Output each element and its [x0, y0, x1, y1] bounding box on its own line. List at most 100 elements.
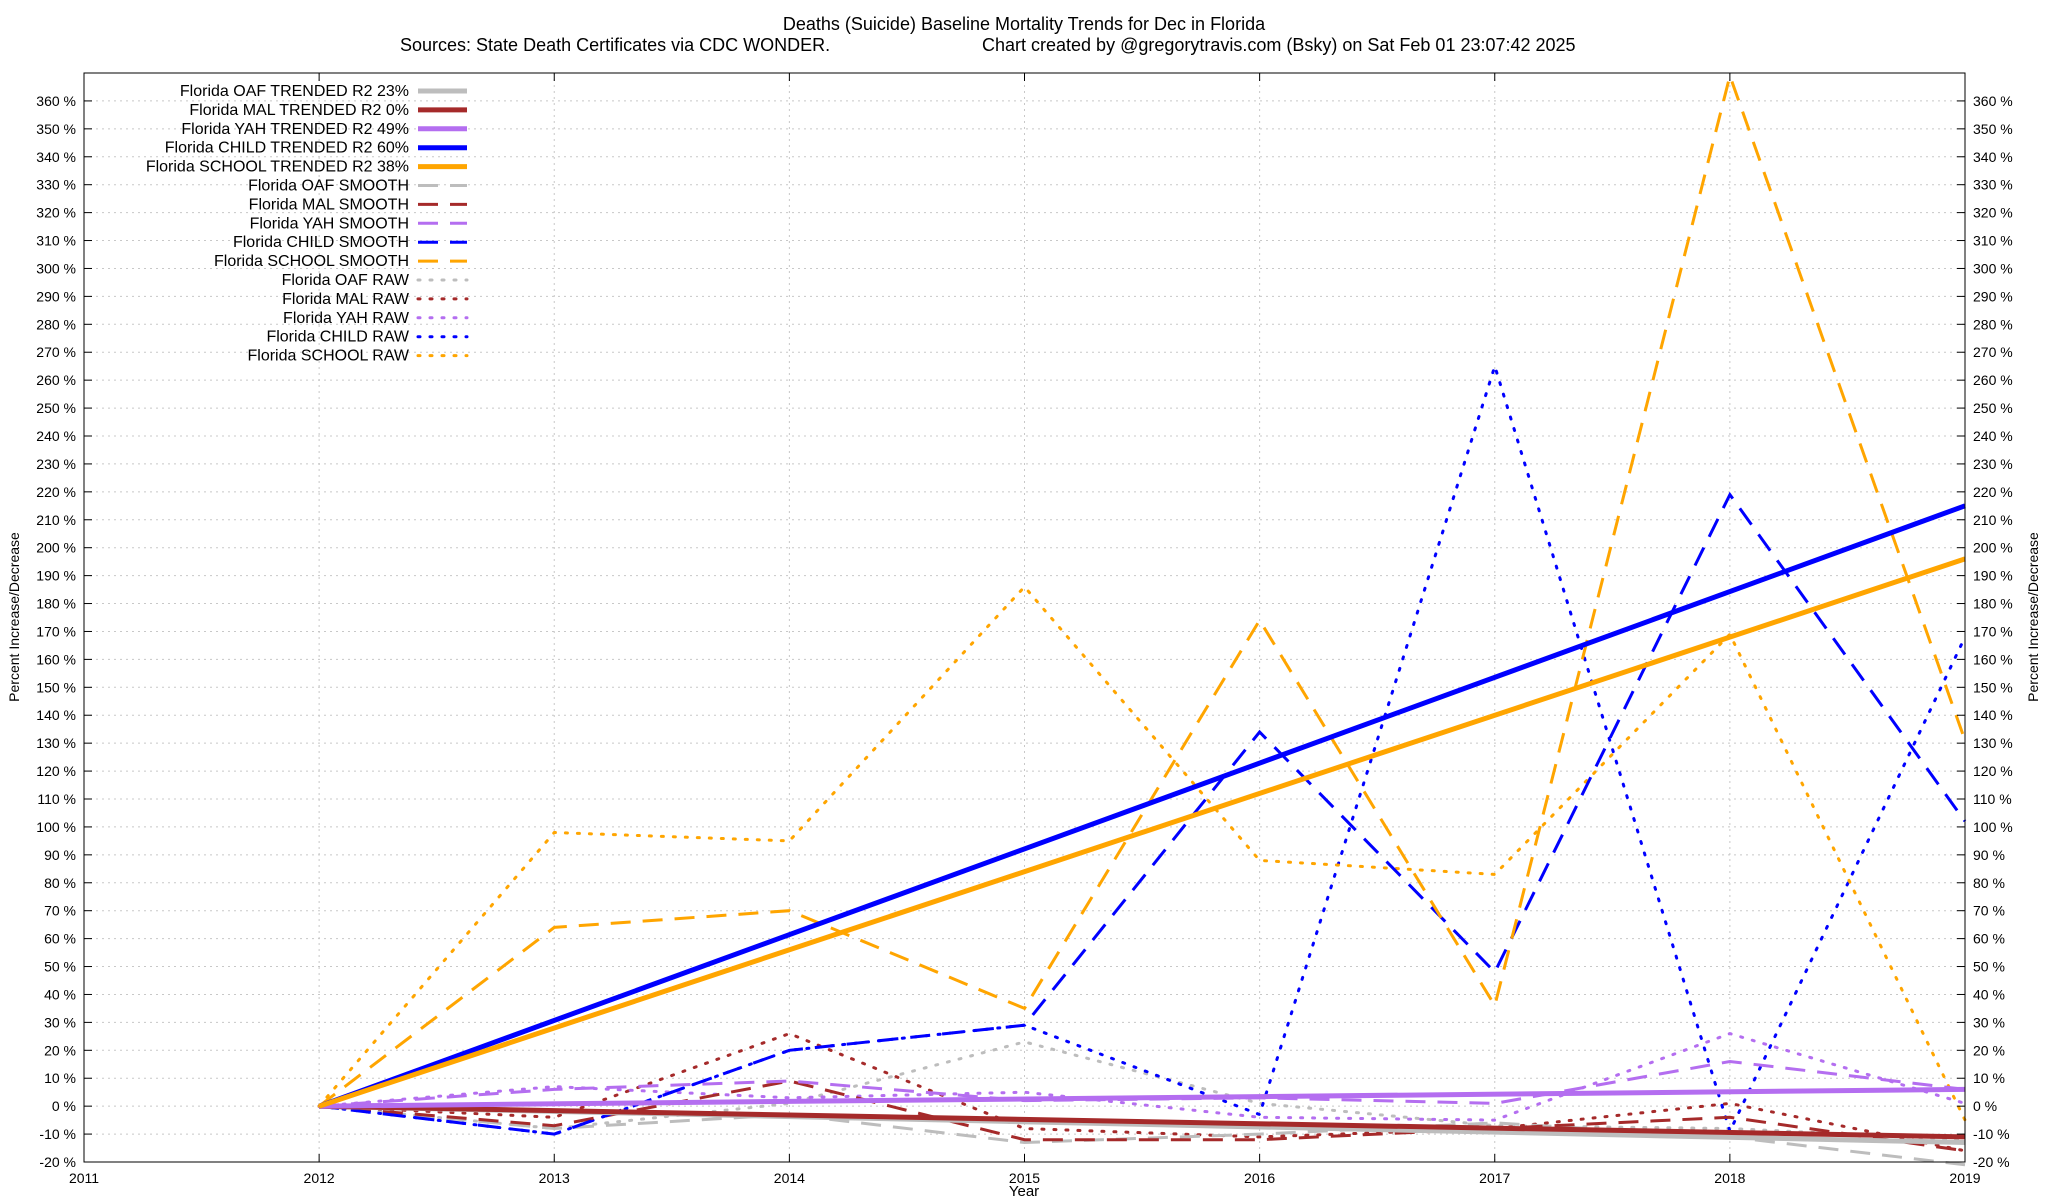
- y-tick-label-right: 280 %: [1973, 316, 2013, 332]
- y-tick-label-right: 180 %: [1973, 596, 2013, 612]
- y-tick-label-right: 350 %: [1973, 121, 2013, 137]
- y-tick-label-right: -10 %: [1973, 1126, 2010, 1142]
- y-tick-label-right: 40 %: [1973, 986, 2005, 1002]
- y-tick-label-right: 70 %: [1973, 903, 2005, 919]
- y-tick-label-right: 100 %: [1973, 819, 2013, 835]
- legend-label: Florida SCHOOL RAW: [247, 348, 409, 365]
- legend-label: Florida YAH TRENDED R2 49%: [181, 121, 409, 138]
- x-tick-label: 2012: [304, 1170, 335, 1186]
- y-tick-label-left: -20 %: [39, 1154, 76, 1170]
- y-axis-label-left: Percent Increase/Decrease: [6, 532, 22, 702]
- y-tick-label-right: 120 %: [1973, 763, 2013, 779]
- series-child-smooth: [318, 491, 1967, 1136]
- y-tick-label-left: 110 %: [37, 791, 76, 807]
- y-tick-label-left: 250 %: [36, 400, 76, 416]
- y-tick-label-right: 250 %: [1973, 400, 2013, 416]
- y-tick-label-left: 320 %: [36, 205, 76, 221]
- series-yah-trend: [319, 1086, 1966, 1109]
- series-mal-trend: [319, 1103, 1966, 1140]
- y-tick-label-right: 300 %: [1973, 260, 2013, 276]
- legend-label: Florida YAH RAW: [283, 310, 410, 327]
- y-tick-label-left: 310 %: [36, 233, 76, 249]
- axis-ticks: -20 % -20 % -10 % -10 % 0 % 0 % 10 % 10 % 20 % 20…: [36, 73, 2013, 1186]
- y-tick-label-right: 50 %: [1973, 959, 2005, 975]
- x-tick-label: 2017: [1479, 1170, 1510, 1186]
- x-tick-label: 2014: [774, 1170, 805, 1186]
- series-yah-smooth: [318, 1059, 1966, 1108]
- y-axis-label-right: Percent Increase/Decrease: [2025, 532, 2041, 702]
- y-tick-label-right: 140 %: [1973, 707, 2013, 723]
- y-tick-label-right: 230 %: [1973, 456, 2013, 472]
- y-tick-label-right: 160 %: [1973, 651, 2013, 667]
- y-tick-label-right: 90 %: [1973, 847, 2005, 863]
- y-tick-label-right: -20 %: [1973, 1154, 2010, 1170]
- y-tick-label-right: 320 %: [1973, 205, 2013, 221]
- legend-label: Florida OAF RAW: [282, 272, 410, 289]
- y-tick-label-right: 200 %: [1973, 540, 2013, 556]
- y-tick-label-left: 230 %: [36, 456, 76, 472]
- y-tick-label-left: 10 %: [44, 1070, 76, 1086]
- x-tick-label: 2016: [1244, 1170, 1275, 1186]
- series-yah-raw: [317, 1032, 1967, 1122]
- y-tick-label-left: 80 %: [44, 875, 76, 891]
- y-tick-label-left: 50 %: [44, 959, 76, 975]
- y-tick-label-left: 240 %: [36, 428, 76, 444]
- y-tick-label-left: 20 %: [44, 1042, 76, 1058]
- y-tick-label-left: 180 %: [36, 596, 76, 612]
- y-tick-label-left: 160 %: [36, 651, 76, 667]
- y-tick-label-right: 80 %: [1973, 875, 2005, 891]
- legend-label: Florida CHILD RAW: [266, 329, 409, 346]
- legend: Florida OAF TRENDED R2 23% Florida MAL TR…: [146, 83, 469, 365]
- y-tick-label-right: 110 %: [1973, 791, 2012, 807]
- series-school-raw: [317, 584, 1967, 1122]
- y-tick-label-left: 270 %: [36, 344, 76, 360]
- x-tick-label: 2018: [1714, 1170, 1745, 1186]
- grid: [83, 73, 1966, 1163]
- y-tick-label-left: 280 %: [36, 316, 76, 332]
- y-tick-label-left: 290 %: [36, 288, 76, 304]
- legend-label: Florida OAF TRENDED R2 23%: [180, 83, 409, 100]
- legend-label: Florida OAF SMOOTH: [248, 178, 409, 195]
- y-tick-label-left: 340 %: [36, 149, 76, 165]
- y-tick-label-right: 0 %: [1973, 1098, 1997, 1114]
- y-tick-label-right: 60 %: [1973, 931, 2005, 947]
- y-tick-label-left: 220 %: [36, 484, 76, 500]
- y-tick-label-left: 0 %: [52, 1098, 76, 1114]
- chart-subtitle-credit: Chart created by @gregorytravis.com (Bsk…: [982, 35, 1576, 55]
- chart-title: Deaths (Suicide) Baseline Mortality Tren…: [783, 14, 1266, 34]
- series-mal-smooth: [318, 1079, 1966, 1153]
- legend-label: Florida MAL RAW: [282, 291, 410, 308]
- legend-label: Florida SCHOOL TRENDED R2 38%: [146, 159, 409, 176]
- series-oaf-smooth: [318, 1104, 1966, 1167]
- y-tick-label-right: 270 %: [1973, 344, 2013, 360]
- y-tick-label-left: 90 %: [44, 847, 76, 863]
- y-tick-label-left: 140 %: [36, 707, 76, 723]
- y-tick-label-right: 260 %: [1973, 372, 2013, 388]
- legend-label: Florida MAL SMOOTH: [249, 196, 409, 213]
- legend-label: Florida SCHOOL SMOOTH: [214, 253, 409, 270]
- y-tick-label-left: 300 %: [36, 260, 76, 276]
- y-tick-label-right: 190 %: [1973, 568, 2013, 584]
- y-tick-label-left: 350 %: [36, 121, 76, 137]
- y-tick-label-left: 360 %: [36, 93, 76, 109]
- y-tick-label-left: 130 %: [36, 735, 76, 751]
- legend-label: Florida MAL TRENDED R2 0%: [189, 102, 409, 119]
- y-tick-label-left: 260 %: [36, 372, 76, 388]
- series-school-smooth: [318, 70, 1967, 1108]
- x-tick-label: 2011: [69, 1170, 99, 1186]
- y-tick-label-left: 210 %: [36, 512, 76, 528]
- y-tick-label-right: 210 %: [1973, 512, 2013, 528]
- y-tick-label-right: 360 %: [1973, 93, 2013, 109]
- y-tick-label-right: 10 %: [1973, 1070, 2005, 1086]
- x-tick-label: 2019: [1949, 1170, 1980, 1186]
- y-tick-label-right: 130 %: [1973, 735, 2013, 751]
- y-tick-label-left: 30 %: [44, 1014, 76, 1030]
- legend-label: Florida YAH SMOOTH: [250, 215, 409, 232]
- y-tick-label-right: 20 %: [1973, 1042, 2005, 1058]
- y-tick-label-left: 330 %: [36, 177, 76, 193]
- series-child-raw: [317, 361, 1967, 1136]
- series-child-trend: [318, 503, 1966, 1109]
- legend-label: Florida CHILD TRENDED R2 60%: [165, 140, 409, 157]
- legend-label: Florida CHILD SMOOTH: [233, 234, 409, 251]
